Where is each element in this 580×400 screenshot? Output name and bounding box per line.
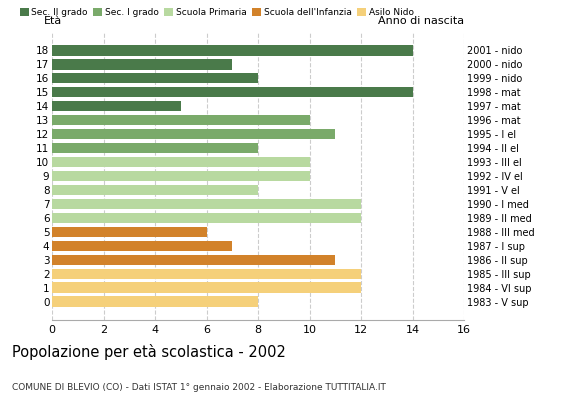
Bar [52, 45, 412, 56]
Bar [52, 87, 412, 98]
Bar [52, 213, 361, 223]
Bar [52, 282, 361, 293]
Bar [52, 268, 361, 279]
Bar [52, 185, 258, 195]
Legend: Sec. II grado, Sec. I grado, Scuola Primaria, Scuola dell'Infanzia, Asilo Nido: Sec. II grado, Sec. I grado, Scuola Prim… [16, 4, 418, 21]
Bar [52, 227, 206, 237]
Text: Popolazione per età scolastica - 2002: Popolazione per età scolastica - 2002 [12, 344, 285, 360]
Bar [52, 199, 361, 209]
Bar [52, 254, 335, 265]
Bar [52, 59, 233, 70]
Bar [52, 73, 258, 84]
Bar [52, 157, 310, 167]
Bar [52, 296, 258, 307]
Bar [52, 129, 335, 139]
Text: Anno di nascita: Anno di nascita [378, 16, 464, 26]
Bar [52, 101, 181, 112]
Text: COMUNE DI BLEVIO (CO) - Dati ISTAT 1° gennaio 2002 - Elaborazione TUTTITALIA.IT: COMUNE DI BLEVIO (CO) - Dati ISTAT 1° ge… [12, 383, 386, 392]
Bar [52, 143, 258, 153]
Bar [52, 240, 233, 251]
Bar [52, 171, 310, 181]
Text: Età: Età [44, 16, 62, 26]
Bar [52, 115, 310, 125]
